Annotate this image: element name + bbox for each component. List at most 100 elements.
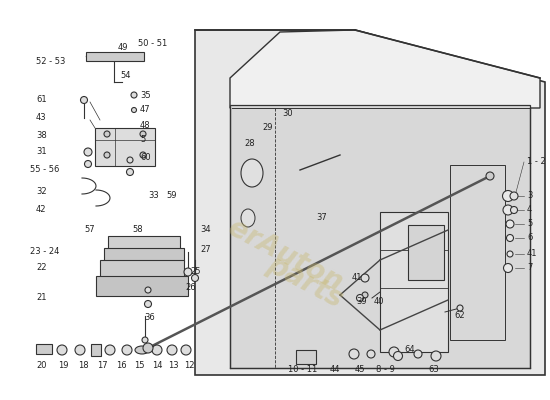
Circle shape [191,274,199,282]
Circle shape [75,345,85,355]
Text: 49: 49 [118,44,129,52]
Circle shape [414,350,422,358]
Text: 34: 34 [200,226,211,234]
Text: 19: 19 [58,362,69,370]
Text: 55 - 56: 55 - 56 [30,166,59,174]
Circle shape [140,152,146,158]
Bar [108,236,180,250]
Circle shape [349,349,359,359]
Text: 37: 37 [316,214,327,222]
Bar [380,212,448,352]
Circle shape [362,292,368,298]
Bar [408,225,444,280]
Bar [91,344,101,356]
Circle shape [104,152,110,158]
Text: 62: 62 [454,312,465,320]
Circle shape [181,345,191,355]
Circle shape [167,345,177,355]
Text: 1 - 2: 1 - 2 [527,158,546,166]
Polygon shape [195,30,545,375]
Text: 13: 13 [168,362,179,370]
Circle shape [389,347,399,357]
Text: 41: 41 [527,250,537,258]
Polygon shape [230,30,540,108]
Text: 39: 39 [356,298,367,306]
Text: 60: 60 [140,154,151,162]
Text: 27: 27 [200,246,211,254]
Text: 58: 58 [132,226,142,234]
Text: 29: 29 [262,124,272,132]
Ellipse shape [135,346,149,354]
Bar [96,276,188,296]
Circle shape [457,305,463,311]
Circle shape [145,300,151,308]
Bar [104,248,184,262]
Text: 10 - 11: 10 - 11 [288,366,317,374]
Text: 21: 21 [36,294,47,302]
Circle shape [356,294,364,302]
Circle shape [507,251,513,257]
Text: 35: 35 [140,90,151,100]
Circle shape [145,287,151,293]
Text: 20: 20 [36,362,47,370]
Circle shape [104,131,110,137]
Circle shape [506,220,514,228]
Text: erAuton: erAuton [223,213,347,297]
Text: 16: 16 [116,362,126,370]
Text: 5: 5 [140,136,145,144]
Circle shape [80,96,87,104]
Circle shape [131,108,136,112]
Bar [95,128,155,166]
Circle shape [122,345,132,355]
Text: 61: 61 [36,94,47,104]
Text: 59: 59 [166,192,177,200]
Text: 36: 36 [144,314,155,322]
Text: 14: 14 [152,362,162,370]
Text: 5: 5 [527,220,532,228]
Circle shape [127,157,133,163]
Text: 48: 48 [140,122,151,130]
Text: 17: 17 [97,362,108,370]
Circle shape [503,190,514,202]
Circle shape [510,206,518,214]
Text: parts: parts [262,250,348,314]
Circle shape [393,352,403,360]
Text: 47: 47 [140,106,151,114]
Circle shape [503,205,513,215]
Text: 41: 41 [352,274,362,282]
Text: 7: 7 [527,264,532,272]
Circle shape [152,345,162,355]
Text: 18: 18 [78,362,89,370]
Circle shape [510,192,518,200]
Text: 6: 6 [527,234,532,242]
Circle shape [142,337,148,343]
Bar [450,165,505,340]
Text: 8 - 9: 8 - 9 [376,366,395,374]
Circle shape [361,274,369,282]
Circle shape [131,92,137,98]
Text: 40: 40 [374,298,384,306]
Polygon shape [230,105,530,368]
Text: 23 - 24: 23 - 24 [30,248,59,256]
Text: 30: 30 [282,108,293,118]
Text: 50 - 51: 50 - 51 [138,38,167,48]
Text: 4: 4 [527,206,532,214]
Circle shape [367,350,375,358]
Text: 15: 15 [134,362,145,370]
Circle shape [184,268,192,276]
Text: 64: 64 [404,346,415,354]
Text: 63: 63 [428,366,439,374]
Text: 3: 3 [527,192,532,200]
Bar [86,52,144,61]
Ellipse shape [241,159,263,187]
Ellipse shape [241,209,255,227]
Text: 42: 42 [36,206,47,214]
Text: 26: 26 [185,284,196,292]
Circle shape [57,345,67,355]
Circle shape [486,172,494,180]
Text: 32: 32 [36,188,47,196]
Text: 31: 31 [36,148,47,156]
Circle shape [105,345,115,355]
Bar [296,350,316,364]
Text: 33: 33 [148,192,159,200]
